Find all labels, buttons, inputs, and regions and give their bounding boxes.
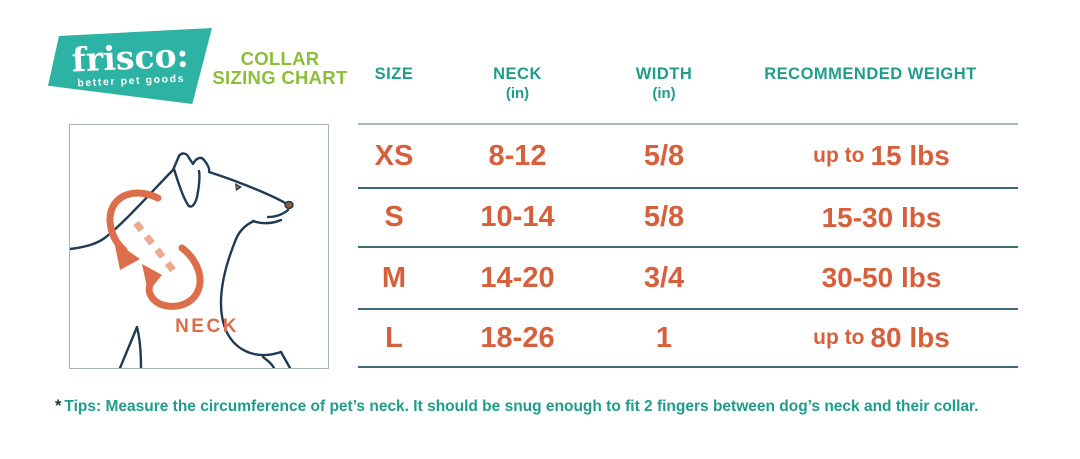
dog-ear <box>172 167 201 208</box>
weight-cell: 30-50 lbs <box>821 262 942 293</box>
measure-arrow-upper <box>106 189 162 254</box>
measure-arrowhead-lower <box>142 264 162 292</box>
neck-label: NECK <box>175 316 239 337</box>
table-header-row: SIZE NECK (in) WIDTH (in) RECOMMENDED WE… <box>358 58 1018 125</box>
size-cell: S <box>384 201 404 233</box>
table-row: S 10-14 5/8 15-30 lbs <box>358 189 1018 248</box>
dog-outline <box>68 152 289 251</box>
neck-measurement-diagram: NECK <box>68 124 329 370</box>
weight-cell: up to 80 lbs <box>813 322 950 353</box>
sizing-table: SIZE NECK (in) WIDTH (in) RECOMMENDED WE… <box>358 58 1018 368</box>
dog-chest <box>219 219 283 357</box>
weight-cell: up to 15 lbs <box>813 140 950 171</box>
table-row: XS 8-12 5/8 up to 15 lbs <box>358 125 1018 189</box>
width-cell: 3/4 <box>643 261 685 294</box>
width-cell: 1 <box>655 321 673 354</box>
dog-mouth <box>251 208 290 225</box>
frisco-logo-text: frisco: better pet goods <box>70 35 190 89</box>
table-row: L 18-26 1 up to 80 lbs <box>358 310 1018 368</box>
brand-name: frisco: <box>70 35 189 80</box>
neck-cell: 8-12 <box>488 139 547 172</box>
dog-illustration: NECK <box>68 152 294 370</box>
measure-arrow-lower <box>145 244 204 310</box>
dog-eye-highlight <box>236 185 239 189</box>
neck-cell: 10-14 <box>480 201 555 233</box>
column-header-neck: NECK (in) <box>493 65 542 102</box>
frisco-logo: frisco: better pet goods <box>48 28 212 104</box>
footnote-asterisk: * <box>55 397 62 415</box>
chart-title-line2: SIZING CHART <box>212 67 348 88</box>
chart-title-line1: COLLAR <box>240 48 320 69</box>
measure-arrowhead-upper <box>114 241 140 270</box>
size-cell: M <box>381 261 407 294</box>
column-header-weight: RECOMMENDED WEIGHT <box>764 65 977 83</box>
column-header-size: SIZE <box>374 65 414 83</box>
dog-left-leg <box>118 325 143 370</box>
measure-dashed-line <box>133 220 180 278</box>
size-cell: L <box>385 321 403 354</box>
tips-footnote: * Tips: Measure the circumference of pet’… <box>55 397 1035 416</box>
dog-front-leg <box>261 350 292 370</box>
chart-title: COLLAR SIZING CHART <box>200 49 360 87</box>
size-cell: XS <box>374 139 414 172</box>
width-cell: 5/8 <box>643 201 685 233</box>
dog-nose <box>284 200 294 210</box>
neck-cell: 14-20 <box>480 261 555 294</box>
weight-cell: 15-30 lbs <box>821 201 942 233</box>
footnote-text: Tips: Measure the circumference of pet’s… <box>64 398 979 415</box>
neck-cell: 18-26 <box>480 321 555 354</box>
table-row: M 14-20 3/4 30-50 lbs <box>358 248 1018 310</box>
width-cell: 5/8 <box>643 139 685 172</box>
column-header-width: WIDTH (in) <box>635 65 693 102</box>
